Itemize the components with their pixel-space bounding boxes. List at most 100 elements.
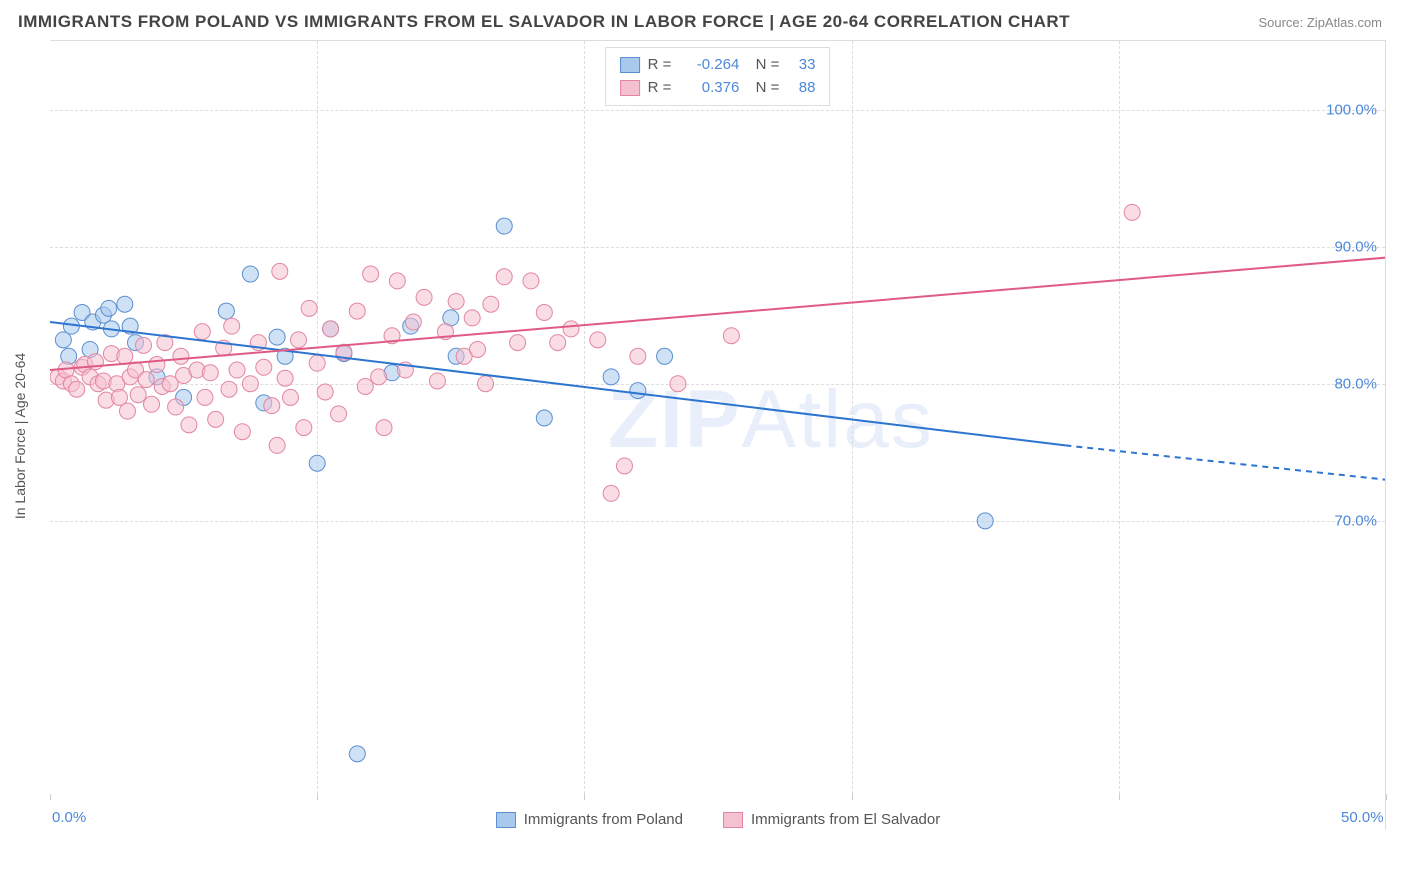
legend-n-value: 33 bbox=[787, 54, 815, 77]
data-point bbox=[189, 362, 205, 378]
data-point bbox=[630, 383, 646, 399]
legend-r-label: R = bbox=[648, 77, 672, 100]
data-point bbox=[63, 318, 79, 334]
data-point bbox=[331, 406, 347, 422]
data-point bbox=[376, 420, 392, 436]
data-point bbox=[55, 373, 71, 389]
trend-line bbox=[50, 258, 1385, 370]
gridline-x bbox=[317, 41, 318, 794]
data-point bbox=[256, 395, 272, 411]
data-point bbox=[122, 369, 138, 385]
ytick-label: 100.0% bbox=[1326, 101, 1377, 118]
data-point bbox=[202, 365, 218, 381]
data-point bbox=[58, 362, 74, 378]
bottom-legend-item: Immigrants from El Salvador bbox=[723, 811, 940, 828]
data-point bbox=[128, 362, 144, 378]
data-point bbox=[603, 369, 619, 385]
data-point bbox=[157, 335, 173, 351]
header: IMMIGRANTS FROM POLAND VS IMMIGRANTS FRO… bbox=[0, 0, 1406, 40]
data-point bbox=[117, 296, 133, 312]
gridline-y bbox=[50, 110, 1385, 111]
data-point bbox=[389, 273, 405, 289]
data-point bbox=[536, 410, 552, 426]
source-label: Source: ZipAtlas.com bbox=[1258, 15, 1382, 30]
data-point bbox=[323, 321, 339, 337]
data-point bbox=[82, 341, 98, 357]
data-point bbox=[336, 344, 352, 360]
data-point bbox=[464, 310, 480, 326]
data-point bbox=[272, 263, 288, 279]
data-point bbox=[405, 314, 421, 330]
data-point bbox=[723, 328, 739, 344]
data-point bbox=[77, 357, 93, 373]
watermark: ZIPAtlas bbox=[608, 373, 934, 467]
data-point bbox=[317, 384, 333, 400]
data-point bbox=[218, 303, 234, 319]
chart-area: In Labor Force | Age 20-64 ZIPAtlas 70.0… bbox=[50, 40, 1386, 830]
data-point bbox=[296, 420, 312, 436]
data-point bbox=[323, 321, 339, 337]
data-point bbox=[563, 321, 579, 337]
data-point bbox=[429, 373, 445, 389]
data-point bbox=[590, 332, 606, 348]
data-point bbox=[194, 324, 210, 340]
data-point bbox=[101, 300, 117, 316]
xtick-mark bbox=[852, 794, 853, 800]
data-point bbox=[74, 304, 90, 320]
data-point bbox=[176, 368, 192, 384]
data-point bbox=[234, 424, 250, 440]
data-point bbox=[496, 269, 512, 285]
scatter-svg bbox=[50, 41, 1385, 830]
data-point bbox=[1124, 204, 1140, 220]
data-point bbox=[277, 348, 293, 364]
data-point bbox=[371, 369, 387, 385]
legend-row: R = -0.264 N = 33 bbox=[620, 54, 816, 77]
data-point bbox=[136, 337, 152, 353]
legend-r-label: R = bbox=[648, 54, 672, 77]
legend-swatch bbox=[723, 812, 743, 828]
data-point bbox=[224, 318, 240, 334]
gridline-x bbox=[1119, 41, 1120, 794]
watermark-prefix: ZIP bbox=[608, 374, 742, 465]
data-point bbox=[85, 314, 101, 330]
xtick-mark bbox=[1119, 794, 1120, 800]
data-point bbox=[144, 396, 160, 412]
data-point bbox=[448, 348, 464, 364]
data-point bbox=[181, 417, 197, 433]
data-point bbox=[74, 359, 90, 375]
legend-label: Immigrants from Poland bbox=[524, 811, 683, 828]
data-point bbox=[416, 289, 432, 305]
gridline-x bbox=[852, 41, 853, 794]
legend-label: Immigrants from El Salvador bbox=[751, 811, 940, 828]
data-point bbox=[168, 399, 184, 415]
data-point bbox=[603, 485, 619, 501]
data-point bbox=[61, 348, 77, 364]
data-point bbox=[483, 296, 499, 312]
data-point bbox=[50, 369, 66, 385]
data-point bbox=[82, 369, 98, 385]
legend-row: R = 0.376 N = 88 bbox=[620, 77, 816, 100]
data-point bbox=[154, 378, 170, 394]
bottom-legend: Immigrants from Poland Immigrants from E… bbox=[50, 811, 1386, 828]
data-point bbox=[443, 310, 459, 326]
correlation-legend: R = -0.264 N = 33 R = 0.376 N = 88 bbox=[605, 47, 831, 106]
gridline-y bbox=[50, 247, 1385, 248]
data-point bbox=[496, 218, 512, 234]
bottom-legend-item: Immigrants from Poland bbox=[496, 811, 683, 828]
data-point bbox=[384, 365, 400, 381]
data-point bbox=[128, 335, 144, 351]
data-point bbox=[87, 354, 103, 370]
data-point bbox=[149, 357, 165, 373]
data-point bbox=[173, 348, 189, 364]
data-point bbox=[103, 346, 119, 362]
legend-swatch bbox=[620, 57, 640, 73]
data-point bbox=[130, 387, 146, 403]
data-point bbox=[250, 335, 266, 351]
data-point bbox=[384, 328, 400, 344]
data-point bbox=[301, 300, 317, 316]
data-point bbox=[229, 362, 245, 378]
data-point bbox=[197, 389, 213, 405]
y-axis-label: In Labor Force | Age 20-64 bbox=[12, 352, 28, 518]
data-point bbox=[349, 746, 365, 762]
data-point bbox=[510, 335, 526, 351]
